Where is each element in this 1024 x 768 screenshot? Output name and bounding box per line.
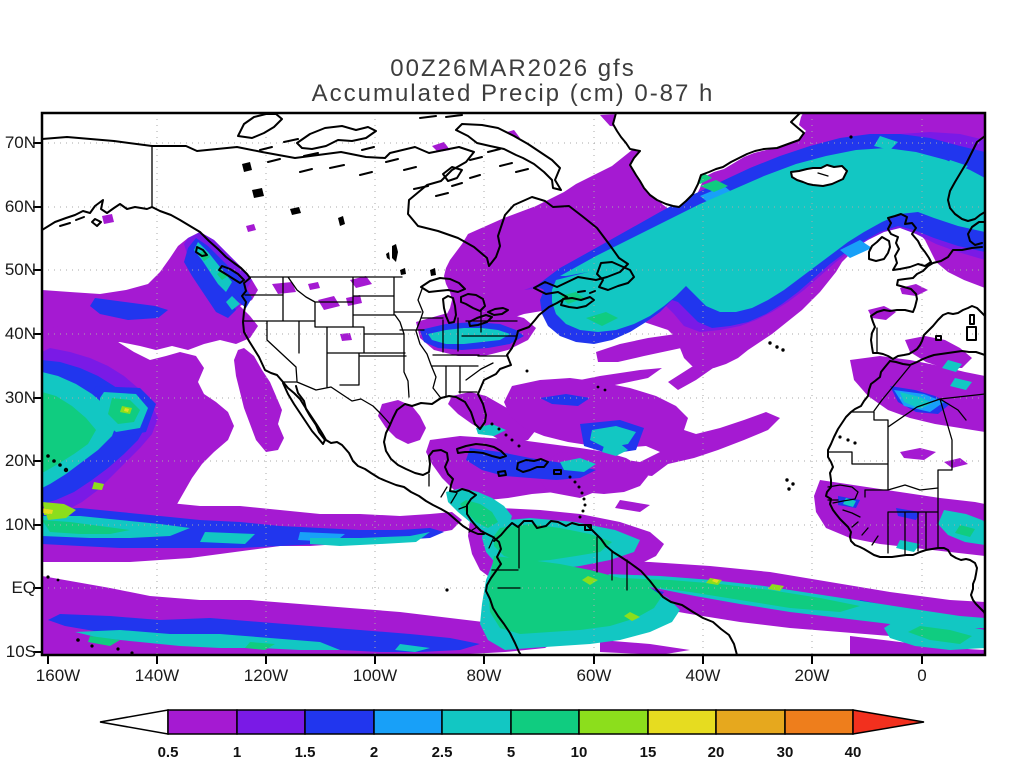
lon-label-160w: 160W: [36, 666, 80, 685]
europe-coastline: [947, 135, 985, 222]
map-frame: [33, 111, 987, 664]
land-masks: [237, 113, 848, 208]
colorbar: 0.5 1 1.5 2 2.5 5 10 15 20 30 40: [99, 709, 925, 761]
lat-label-70n: 70N: [5, 133, 36, 152]
lat-axis-labels: 70N 60N 50N 40N 30N 20N 10N EQ 10S: [5, 133, 36, 661]
coastlines: [42, 114, 985, 655]
lakes-and-islands: [46, 135, 857, 655]
lat-label-50n: 50N: [5, 260, 36, 279]
lat-label-10n: 10N: [5, 515, 36, 534]
alaska-arctic-islands: [259, 114, 529, 197]
mediterranean-islands: [935, 314, 977, 341]
africa-atlantic-coastline: [825, 360, 985, 615]
pacific-coastline: [42, 199, 485, 535]
lat-label-30n: 30N: [5, 388, 36, 407]
lon-ticks: [47, 655, 923, 664]
trinidad: [584, 524, 592, 531]
map-title: 00Z26MAR2026 gfs Accumulated Precip (cm)…: [312, 55, 715, 107]
southampton-island: [442, 166, 463, 182]
lon-label-80w: 80W: [467, 666, 502, 685]
cbar-label: 10: [571, 744, 588, 761]
baffin-island: [455, 123, 562, 191]
kodiak-island: [59, 216, 102, 227]
precip-field: [42, 113, 985, 655]
title-line-1: 00Z26MAR2026 gfs: [390, 55, 635, 82]
banks-island: [237, 113, 283, 139]
jamaica: [497, 470, 507, 477]
lat-label-60n: 60N: [5, 197, 36, 216]
colorbar-labels: 0.5 1 1.5 2 2.5 5 10 15 20 30 40: [158, 744, 862, 761]
africa-med-coastline: [889, 350, 985, 366]
cbar-label: 1.5: [295, 744, 316, 761]
state-borders: [151, 145, 985, 591]
victoria-island: [296, 125, 377, 150]
colorbar-segment: [167, 709, 238, 735]
lon-axis-labels: 160W 140W 120W 100W 80W 60W 40W 20W 0: [36, 666, 927, 685]
cuba: [456, 443, 507, 459]
hispaniola: [516, 458, 549, 473]
cbar-label: 40: [845, 744, 862, 761]
great-lakes: [420, 277, 509, 327]
lon-label-20w: 20W: [795, 666, 830, 685]
colorbar-segment: [715, 709, 786, 735]
cbar-label: 2: [370, 744, 378, 761]
colorbar-segment: [236, 709, 306, 735]
lon-label-100w: 100W: [353, 666, 397, 685]
newfoundland: [596, 261, 635, 291]
denmark-europe-coastline: [870, 221, 985, 360]
north-america-coastline: [42, 136, 629, 655]
uk-coastline: [887, 213, 932, 271]
cbar-label: 1: [233, 744, 241, 761]
lat-label-eq: EQ: [11, 578, 36, 597]
lat-ticks: [33, 142, 42, 653]
title-line-2: Accumulated Precip (cm) 0-87 h: [312, 80, 715, 107]
ireland-coastline: [868, 236, 891, 262]
baja-california-coastline: [282, 382, 326, 445]
lon-label-40w: 40W: [686, 666, 721, 685]
lat-label-10s: 10S: [6, 642, 36, 661]
colorbar-segment: [373, 709, 443, 735]
africa-borders: [827, 365, 985, 556]
lon-label-120w: 120W: [244, 666, 288, 685]
greenland-coastline: [612, 113, 805, 208]
gridlines: [42, 113, 985, 655]
iceland-coastline: [790, 164, 848, 187]
cbar-label: 30: [777, 744, 794, 761]
colorbar-segment: [784, 709, 854, 735]
colorbar-overflow-arrow: [852, 709, 925, 735]
cbar-label: 20: [708, 744, 725, 761]
cbar-label: 15: [640, 744, 657, 761]
haida-gwaii: [195, 246, 208, 257]
central-america-borders: [428, 473, 495, 549]
mexico-us-border: [282, 381, 391, 425]
south-america-north-coastline: [493, 520, 738, 655]
colorbar-segment: [304, 709, 375, 735]
nova-scotia: [560, 290, 596, 309]
colorbar-segment: [647, 709, 717, 735]
lat-label-40n: 40N: [5, 324, 36, 343]
colorbar-segment: [510, 709, 580, 735]
lon-label-0: 0: [917, 666, 926, 685]
lon-label-60w: 60W: [577, 666, 612, 685]
vancouver-island: [218, 265, 245, 284]
puerto-rico: [553, 469, 562, 475]
cbar-label: 2.5: [432, 744, 453, 761]
colorbar-underflow-arrow: [99, 709, 169, 735]
lon-label-140w: 140W: [135, 666, 179, 685]
cbar-label: 5: [507, 744, 515, 761]
colorbar-segment: [441, 709, 512, 735]
cbar-label: 0.5: [158, 744, 179, 761]
south-america-borders: [491, 526, 628, 591]
precip-level-5: [42, 172, 975, 650]
colorbar-segment: [578, 709, 649, 735]
lat-label-20n: 20N: [5, 451, 36, 470]
